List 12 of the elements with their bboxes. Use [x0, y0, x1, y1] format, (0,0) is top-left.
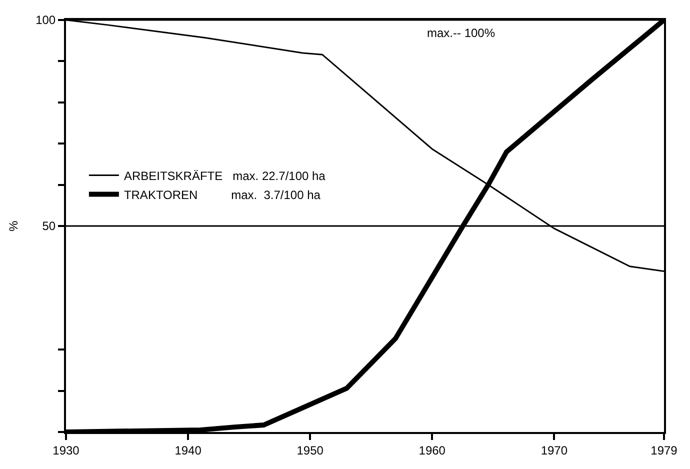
x-tick-label: 1930: [52, 443, 80, 458]
x-tick-label: 1940: [174, 443, 202, 458]
y-tick-label: 100: [36, 13, 56, 28]
ref-line-label: max.-- 100%: [427, 26, 496, 40]
y-axis-title: %: [6, 220, 20, 232]
legend-label: ARBEITSKRÄFTE max. 22.7/100 ha: [124, 168, 326, 183]
x-tick-label: 1970: [540, 443, 568, 458]
legend-label: TRAKTOREN max. 3.7/100 ha: [124, 188, 321, 202]
x-tick-label: 1979: [650, 443, 678, 458]
x-tick-label: 1950: [296, 443, 324, 458]
x-tick-label: 1960: [418, 443, 446, 458]
y-tick-label: 50: [42, 219, 56, 234]
